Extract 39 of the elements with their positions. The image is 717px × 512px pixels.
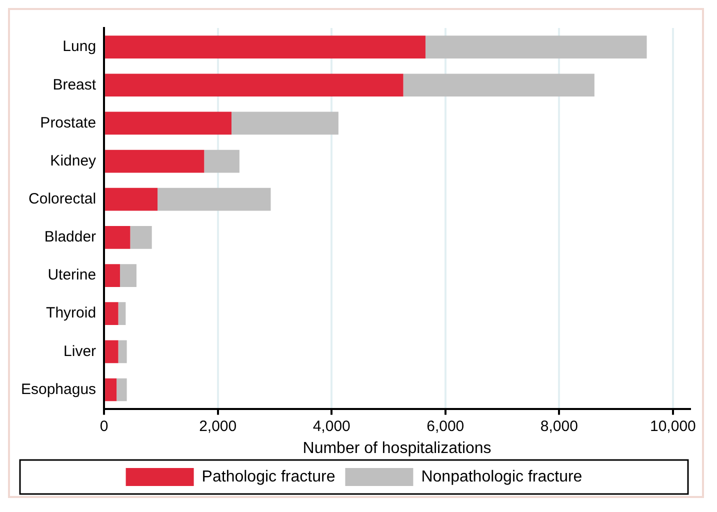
legend-label: Nonpathologic fracture — [421, 468, 582, 486]
bar — [120, 264, 136, 287]
x-tick-label: 0 — [100, 418, 108, 435]
bar — [105, 302, 118, 326]
bar — [105, 36, 426, 58]
y-tick-label: Lung — [62, 38, 96, 56]
x-tick-label: 4,000 — [312, 418, 350, 435]
y-tick-label: Liver — [64, 342, 96, 360]
x-tick-label: 2,000 — [199, 418, 237, 435]
x-tick-label: 8,000 — [540, 418, 578, 435]
x-tick-label: 6,000 — [426, 418, 464, 435]
bar — [105, 188, 158, 211]
y-tick-label: Thyroid — [46, 304, 96, 322]
bar — [403, 74, 594, 97]
bar — [204, 150, 240, 173]
y-tick-label: Kidney — [50, 152, 97, 170]
bar — [116, 378, 127, 402]
y-tick-label: Bladder — [44, 228, 96, 246]
bar — [105, 150, 204, 173]
bar — [105, 264, 120, 287]
legend-label: Pathologic fracture — [202, 468, 336, 486]
bar — [425, 36, 647, 58]
bar — [105, 226, 130, 249]
bar — [105, 378, 117, 402]
y-tick-label: Prostate — [40, 114, 96, 132]
x-tick-label: 10,000 — [650, 418, 696, 435]
y-tick-label: Breast — [52, 76, 97, 94]
bar — [105, 112, 232, 135]
bar — [118, 340, 127, 364]
bar — [231, 112, 338, 135]
bar — [158, 188, 271, 211]
y-tick-label: Esophagus — [20, 380, 96, 398]
y-tick-label: Uterine — [48, 266, 96, 284]
x-axis-title: Number of hospitalizations — [302, 440, 492, 457]
bar — [130, 226, 152, 249]
bar — [105, 74, 404, 97]
y-tick-label: Colorectal — [28, 190, 96, 208]
bar — [105, 340, 118, 364]
bar — [118, 302, 126, 326]
